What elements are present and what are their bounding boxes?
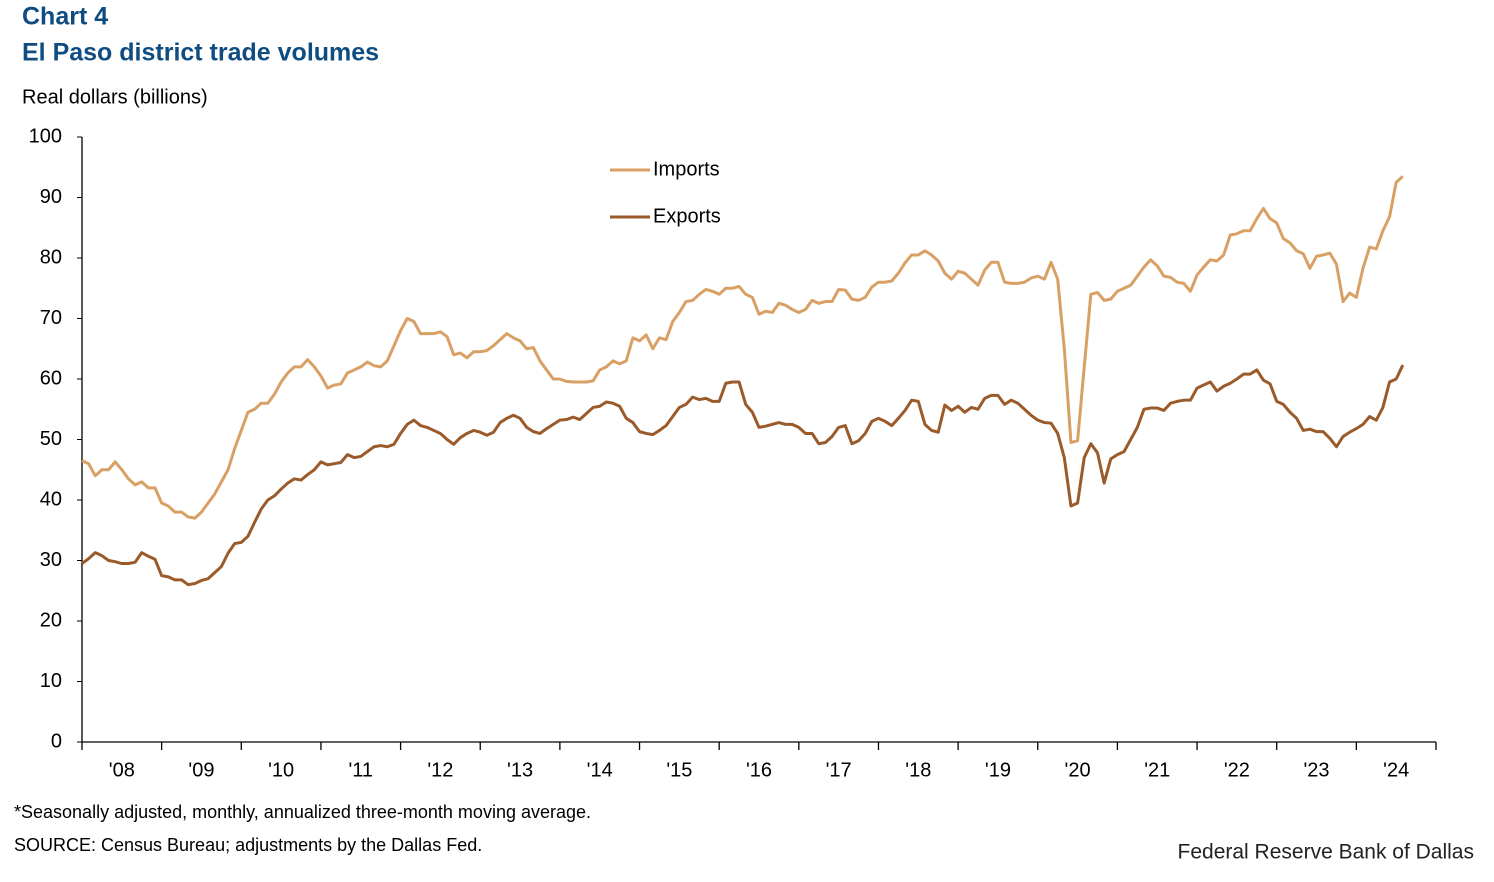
y-tick-label: 50 (40, 428, 62, 450)
x-tick-label: '14 (587, 759, 613, 781)
y-tick-label: 20 (40, 609, 62, 631)
x-tick-label: '18 (905, 759, 931, 781)
x-tick-label: '17 (826, 759, 852, 781)
series-line (81, 364, 1405, 587)
x-tick-label: '12 (427, 759, 453, 781)
x-tick-label: '11 (348, 759, 373, 781)
x-tick-label: '15 (666, 759, 692, 781)
y-tick-label: 70 (40, 307, 62, 329)
source: SOURCE: Census Bureau; adjustments by th… (14, 835, 482, 855)
x-tick-label: '09 (188, 759, 214, 781)
x-tick-label: '19 (985, 759, 1011, 781)
y-tick-label: 100 (29, 125, 62, 147)
x-tick-label: '10 (268, 759, 294, 781)
x-tick-label: '22 (1224, 759, 1250, 781)
y-axis-label: Real dollars (billions) (22, 86, 208, 108)
x-tick-label: '24 (1383, 759, 1409, 781)
y-tick-label: 60 (40, 367, 62, 389)
y-tick-label: 10 (40, 670, 62, 692)
credit: Federal Reserve Bank of Dallas (1178, 841, 1474, 864)
legend-label: Imports (653, 158, 720, 180)
y-tick-label: 90 (40, 186, 62, 208)
y-tick-label: 80 (40, 246, 62, 268)
y-tick-label: 0 (51, 730, 62, 752)
x-tick-label: '23 (1303, 759, 1329, 781)
y-tick-label: 40 (40, 488, 62, 510)
x-tick-label: '20 (1065, 759, 1091, 781)
x-tick-label: '13 (507, 759, 533, 781)
chart-subtitle: El Paso district trade volumes (22, 39, 379, 67)
footnote: *Seasonally adjusted, monthly, annualize… (14, 802, 591, 822)
legend-label: Exports (653, 205, 721, 227)
x-tick-label: '21 (1144, 759, 1170, 781)
x-tick-label: '16 (746, 759, 772, 781)
x-tick-label: '08 (109, 759, 135, 781)
series-line (81, 175, 1404, 520)
chart-title: Chart 4 (22, 3, 108, 31)
y-tick-label: 30 (40, 549, 62, 571)
